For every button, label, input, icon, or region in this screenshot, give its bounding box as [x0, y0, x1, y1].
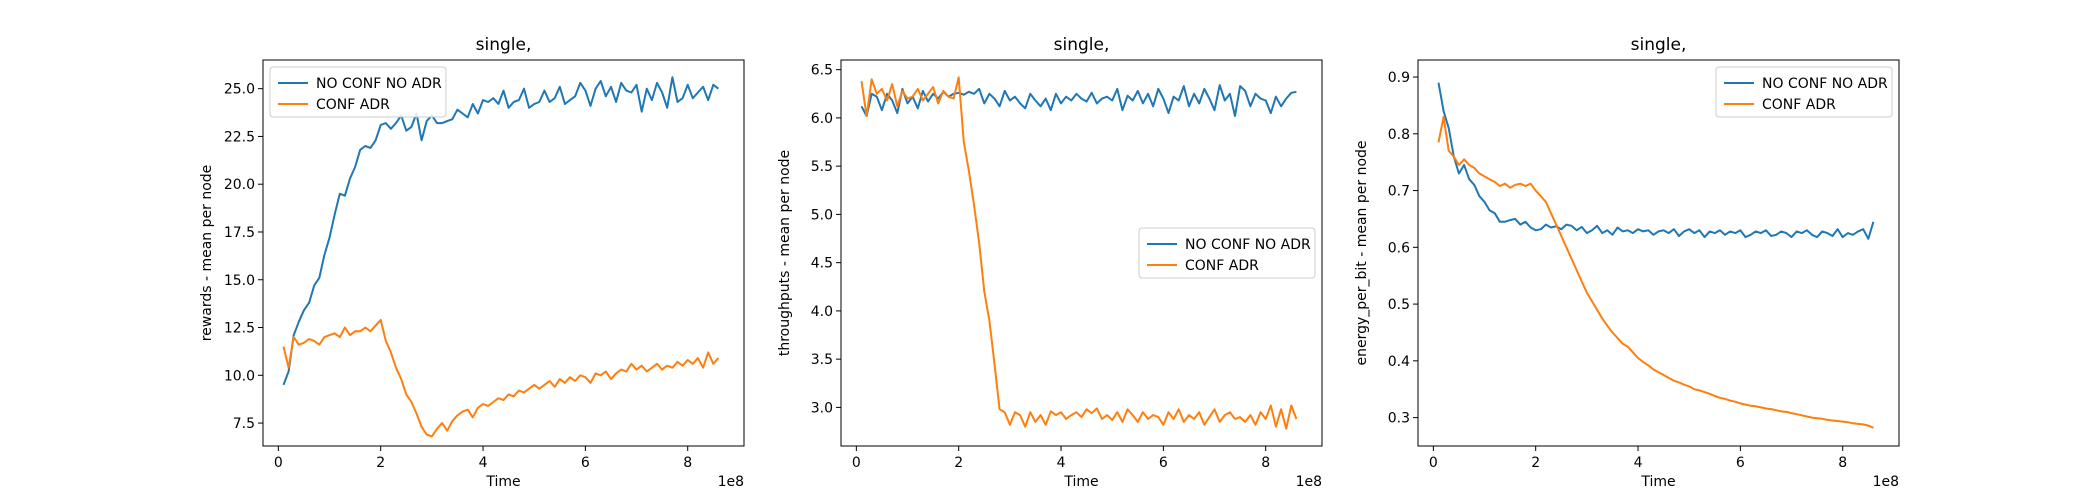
series-line-no-conf-no-adr: [282, 76, 720, 386]
chart-title: single,: [1054, 35, 1110, 55]
y-axis-label: throughputs - mean per node: [777, 150, 793, 356]
x-offset-label: 1e8: [1873, 474, 1899, 490]
x-tick-label: 8: [1261, 455, 1270, 471]
x-tick-label: 6: [581, 455, 590, 471]
axes-frame: [1417, 59, 1900, 447]
y-tick-label: 7.5: [233, 416, 255, 432]
series-line-no-conf-no-adr: [860, 84, 1297, 117]
axes-frame: [262, 59, 745, 447]
chart-panel-3: single, 0 2 4 6 8 0.3 0.4 0.5 0.6 0.7 0.8 0.9 Time ene…: [1354, 35, 1900, 490]
x-tick-label: 4: [1634, 455, 1643, 471]
y-axis-label: energy_per_bit - mean per node: [1354, 140, 1370, 365]
y-tick-label: 0.6: [1388, 240, 1410, 256]
y-tick-label: 5.5: [811, 159, 833, 175]
y-tick-label: 12.5: [224, 321, 255, 337]
axes-frame: [840, 59, 1323, 447]
legend-label: CONF ADR: [1185, 258, 1259, 274]
series-line-conf-adr: [1437, 115, 1874, 429]
chart-title: single,: [1631, 35, 1687, 55]
y-axis-label: rewards - mean per node: [199, 165, 215, 342]
x-tick-label: 2: [954, 455, 963, 471]
y-tick-label: 3.5: [811, 352, 833, 368]
y-tick-label: 4.0: [811, 304, 833, 320]
y-tick-label: 10.0: [224, 368, 255, 384]
y-tick-label: 15.0: [224, 273, 255, 289]
series-line-conf-adr: [282, 318, 720, 438]
legend-frame: [1715, 66, 1893, 118]
y-tick-label: 22.5: [224, 129, 255, 145]
legend-label: NO CONF NO ADR: [1185, 237, 1311, 253]
series-line-conf-adr: [860, 76, 1298, 430]
legend-label: NO CONF NO ADR: [316, 76, 442, 92]
y-tick-label: 0.4: [1388, 354, 1410, 370]
x-tick-label: 4: [479, 455, 488, 471]
legend: NO CONF NO ADR CONF ADR: [1715, 66, 1893, 118]
chart-panel-1: single, 0 2 4 6 8 7.5 10.0 12.5 15.0 17.5 20.0 22.5 2…: [199, 35, 745, 490]
y-tick-label: 20.0: [224, 177, 255, 193]
legend-label: CONF ADR: [1762, 97, 1836, 113]
series-line-no-conf-no-adr: [1437, 82, 1875, 240]
y-tick-label: 0.5: [1388, 297, 1410, 313]
x-tick-label: 6: [1159, 455, 1168, 471]
y-tick-label: 6.0: [811, 111, 833, 127]
x-offset-label: 1e8: [1296, 474, 1322, 490]
x-tick-label: 0: [852, 455, 861, 471]
legend-frame: [1138, 227, 1316, 279]
x-tick-label: 2: [376, 455, 385, 471]
legend-label: CONF ADR: [316, 97, 390, 113]
y-tick-label: 4.5: [811, 256, 833, 272]
y-tick-label: 0.9: [1388, 70, 1410, 86]
x-axis-label: Time: [485, 474, 520, 490]
y-tick-label: 5.0: [811, 207, 833, 223]
x-offset-label: 1e8: [718, 474, 744, 490]
chart-panel-2: single, 0 2 4 6 8 3.0 3.5 4.0 4.5 5.0 5.5 6.0 6.5 Time…: [777, 35, 1323, 490]
x-tick-label: 0: [274, 455, 283, 471]
y-tick-label: 17.5: [224, 225, 255, 241]
x-tick-label: 2: [1531, 455, 1540, 471]
legend-label: NO CONF NO ADR: [1762, 76, 1888, 92]
x-axis-label: Time: [1063, 474, 1098, 490]
y-tick-label: 6.5: [811, 63, 833, 79]
x-tick-label: 8: [683, 455, 692, 471]
y-tick-label: 3.0: [811, 400, 833, 416]
chart-title: single,: [476, 35, 532, 55]
x-tick-label: 8: [1838, 455, 1847, 471]
legend-frame: [269, 66, 447, 118]
y-tick-label: 25.0: [224, 82, 255, 98]
legend: NO CONF NO ADR CONF ADR: [269, 66, 447, 118]
y-tick-label: 0.8: [1388, 127, 1410, 143]
x-tick-label: 6: [1736, 455, 1745, 471]
legend: NO CONF NO ADR CONF ADR: [1138, 227, 1316, 279]
y-tick-label: 0.7: [1388, 184, 1410, 200]
x-axis-label: Time: [1640, 474, 1675, 490]
x-tick-label: 0: [1429, 455, 1438, 471]
x-tick-label: 4: [1057, 455, 1066, 471]
y-tick-label: 0.3: [1388, 411, 1410, 427]
